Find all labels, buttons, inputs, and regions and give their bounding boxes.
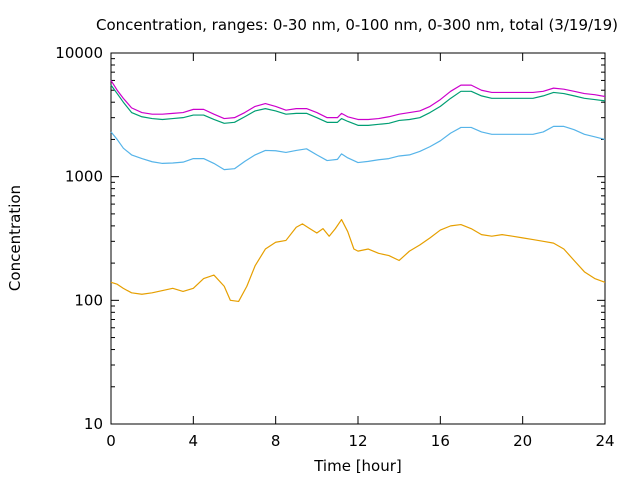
series-line-4 bbox=[110, 80, 606, 121]
chart-title: Concentration, ranges: 0-30 nm, 0-100 nm… bbox=[96, 16, 618, 34]
x-tick-label: 16 bbox=[431, 432, 450, 450]
y-tick-label: 1000 bbox=[65, 168, 103, 186]
x-tick-label: 0 bbox=[106, 432, 116, 450]
y-axis: 10 100 1000 10000 bbox=[55, 44, 605, 433]
y-tick-label: 10000 bbox=[55, 44, 103, 62]
y-tick-label: 100 bbox=[74, 291, 103, 309]
series-line-3 bbox=[110, 84, 606, 126]
plot-frame bbox=[110, 52, 606, 425]
series-line-2 bbox=[110, 125, 606, 171]
y-tick-label: 10 bbox=[84, 415, 103, 433]
y-axis-label: Concentration bbox=[6, 185, 24, 291]
x-tick-label: 20 bbox=[513, 432, 532, 450]
x-tick-label: 4 bbox=[189, 432, 199, 450]
x-tick-label: 12 bbox=[348, 432, 367, 450]
series-line-1 bbox=[110, 218, 606, 303]
x-axis-label: Time [hour] bbox=[313, 457, 402, 475]
x-tick-label: 8 bbox=[271, 432, 281, 450]
x-tick-label: 24 bbox=[595, 432, 614, 450]
series-layer bbox=[110, 80, 606, 303]
x-axis: 0 4 8 12 16 20 24 bbox=[106, 53, 615, 450]
